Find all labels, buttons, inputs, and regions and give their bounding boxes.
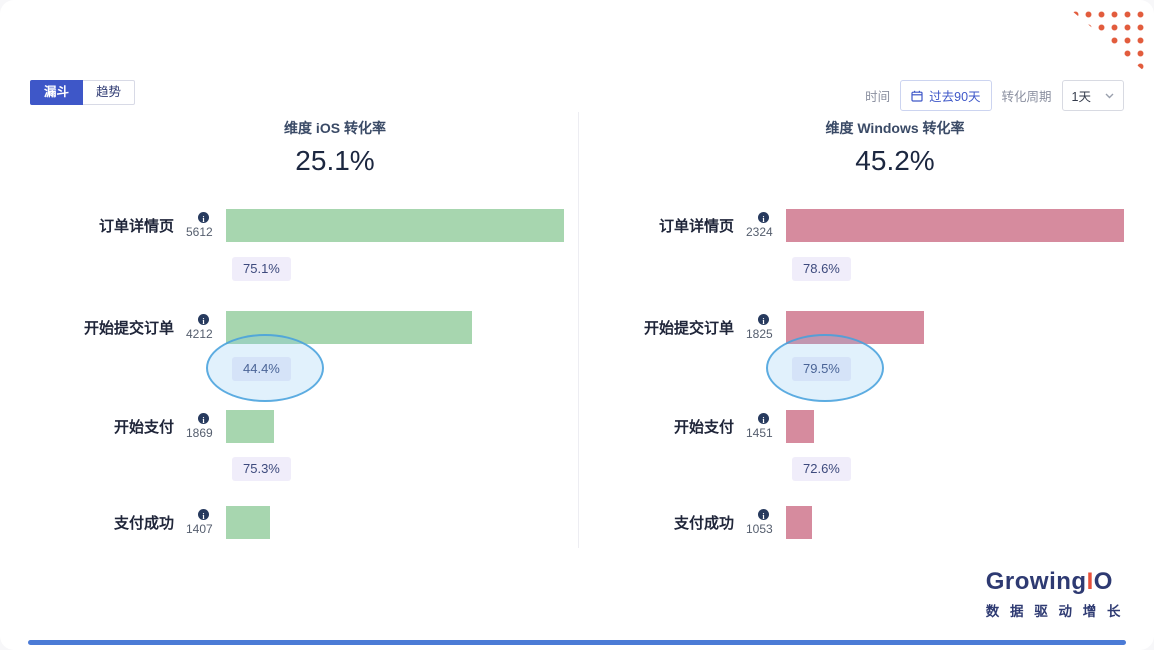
time-range-button[interactable]: 过去90天 — [900, 80, 992, 111]
step-label: 开始支付 — [673, 418, 734, 436]
time-range-value: 过去90天 — [929, 90, 981, 104]
step-value: 1869 — [186, 425, 213, 440]
tab-funnel[interactable]: 漏斗 — [30, 80, 84, 105]
bar-area — [786, 505, 1132, 539]
calendar-icon — [911, 90, 923, 102]
logo-tagline: 数 据 驱 动 增 长 — [985, 604, 1124, 619]
toolbar: 时间 过去90天 转化周期 1天 — [865, 80, 1124, 111]
bar-area — [226, 409, 572, 443]
step-value: 1053 — [746, 521, 773, 536]
step-meta: 1407 — [174, 508, 226, 536]
conversion-chip-highlighted: 79.5% — [792, 357, 851, 381]
tab-trend[interactable]: 趋势 — [83, 80, 136, 105]
bar-area — [226, 208, 572, 242]
step-label: 订单详情页 — [658, 217, 734, 235]
step-meta: 2324 — [734, 211, 786, 239]
funnel-step-row: 订单详情页 5612 — [24, 208, 572, 242]
step-value: 2324 — [746, 224, 773, 239]
info-icon[interactable] — [198, 313, 209, 325]
logo-wordmark: GrowingIO — [986, 568, 1124, 596]
funnel-step-row: 开始提交订单 4212 — [24, 310, 572, 344]
bar-area — [226, 505, 572, 539]
logo-text-i: I — [1086, 568, 1094, 595]
step-value: 1451 — [746, 425, 773, 440]
funnel-step-row: 开始提交订单 1825 — [584, 310, 1132, 344]
step-meta: 1825 — [734, 313, 786, 341]
period-label: 转化周期 — [1001, 90, 1052, 104]
conversion-chip: 75.1% — [232, 257, 291, 281]
funnel-bar[interactable] — [786, 409, 814, 443]
period-dropdown[interactable]: 1天 — [1061, 80, 1124, 111]
funnel-chart-ios: 维度 iOS 转化率 25.1% 订单详情页 5612 75.1% 开始提交订单… — [24, 118, 572, 548]
chart-title: 维度 Windows 转化率 — [825, 120, 965, 136]
step-meta: 5612 — [174, 211, 226, 239]
view-tabs: 漏斗 趋势 — [30, 80, 136, 105]
funnel-step-row: 订单详情页 2324 — [584, 208, 1132, 242]
step-meta: 4212 — [174, 313, 226, 341]
funnel-bar[interactable] — [786, 208, 1125, 242]
conversion-chip: 75.3% — [232, 457, 291, 481]
step-label: 支付成功 — [673, 514, 734, 532]
bar-area — [786, 409, 1132, 443]
period-value: 1天 — [1071, 90, 1091, 104]
step-label: 开始提交订单 — [83, 319, 174, 337]
info-icon[interactable] — [198, 412, 209, 424]
bar-area — [786, 208, 1132, 242]
step-label: 开始支付 — [113, 418, 174, 436]
info-icon[interactable] — [198, 211, 209, 223]
step-label: 订单详情页 — [98, 217, 174, 235]
info-icon[interactable] — [198, 508, 209, 520]
conversion-chip: 72.6% — [792, 457, 851, 481]
growingio-logo: GrowingIO 数 据 驱 动 增 长 — [986, 568, 1124, 620]
chevron-down-icon — [1105, 93, 1114, 99]
chart-overall-rate: 45.2% — [855, 145, 935, 176]
funnel-bar[interactable] — [226, 409, 275, 443]
logo-text-o: O — [1093, 568, 1113, 595]
step-meta: 1451 — [734, 412, 786, 440]
chart-overall-rate: 25.1% — [295, 145, 375, 176]
step-label: 开始提交订单 — [643, 319, 734, 337]
funnel-bar[interactable] — [226, 208, 565, 242]
info-icon[interactable] — [758, 313, 769, 325]
info-icon[interactable] — [758, 508, 769, 520]
step-value: 5612 — [186, 224, 213, 239]
conversion-chip-highlighted: 44.4% — [232, 357, 291, 381]
funnel-bar[interactable] — [786, 505, 812, 539]
step-meta: 1053 — [734, 508, 786, 536]
funnel-step-row: 支付成功 1053 — [584, 505, 1132, 539]
funnel-step-row: 支付成功 1407 — [24, 505, 572, 539]
time-label: 时间 — [865, 90, 891, 104]
step-label: 支付成功 — [113, 514, 174, 532]
chart-title: 维度 iOS 转化率 — [284, 120, 386, 136]
logo-text-growing: Growing — [985, 568, 1087, 595]
funnel-bar[interactable] — [226, 310, 472, 344]
funnel-step-row: 开始支付 1451 — [584, 409, 1132, 443]
info-icon[interactable] — [758, 211, 769, 223]
funnel-bar[interactable] — [786, 310, 925, 344]
step-value: 1407 — [186, 521, 213, 536]
step-meta: 1869 — [174, 412, 226, 440]
bar-area — [226, 310, 572, 344]
bar-area — [786, 310, 1132, 344]
panel-divider — [578, 112, 579, 548]
step-value: 4212 — [186, 326, 213, 341]
conversion-chip: 78.6% — [792, 257, 851, 281]
step-value: 1825 — [746, 326, 773, 341]
bottom-accent-line — [28, 640, 1126, 645]
funnel-step-row: 开始支付 1869 — [24, 409, 572, 443]
funnel-bar[interactable] — [226, 505, 270, 539]
funnel-chart-windows: 维度 Windows 转化率 45.2% 订单详情页 2324 78.6% 开始… — [584, 118, 1132, 548]
info-icon[interactable] — [758, 412, 769, 424]
dot-pattern-decoration — [1066, 6, 1150, 76]
